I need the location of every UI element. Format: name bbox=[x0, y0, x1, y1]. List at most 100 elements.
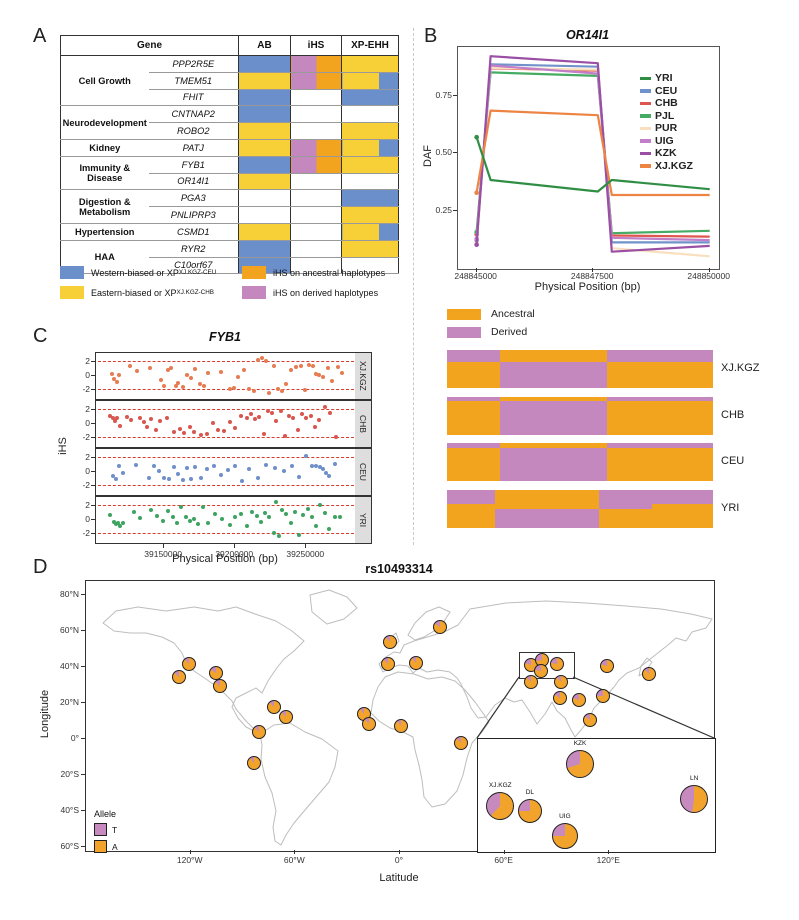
scatter-point bbox=[165, 416, 170, 421]
table-row: Immunity & Disease FYB1 bbox=[60, 155, 400, 191]
haplotype-segment bbox=[447, 401, 501, 435]
scatter-point bbox=[314, 464, 319, 469]
scatter-point bbox=[128, 363, 133, 368]
haplotype-segment bbox=[606, 396, 713, 402]
xtick-mark bbox=[475, 268, 477, 272]
haplotype-segment bbox=[447, 503, 495, 510]
facet-strip-label: CHB bbox=[358, 415, 368, 433]
legend-label: iHS on ancestral haplotypes bbox=[273, 267, 386, 278]
map-pie bbox=[534, 663, 549, 678]
haplotype-legend-swatch bbox=[447, 308, 481, 320]
scatter-point bbox=[174, 521, 179, 526]
scatter-point bbox=[149, 417, 154, 422]
signal-cell-ihs bbox=[290, 89, 343, 107]
haplotype-legend: Ancestral Derived bbox=[447, 308, 535, 344]
scatter-point bbox=[210, 420, 215, 425]
scatter-point bbox=[189, 476, 194, 481]
allele-label: T bbox=[112, 824, 118, 835]
scatter-point bbox=[219, 369, 224, 374]
scatter-point bbox=[255, 475, 260, 480]
haplotype-segment bbox=[606, 401, 713, 435]
facet-ytick-label: 0 bbox=[85, 418, 90, 428]
scatter-point bbox=[172, 429, 177, 434]
scatter-point bbox=[111, 520, 116, 525]
scatter-point bbox=[248, 411, 253, 416]
scatter-point bbox=[113, 522, 118, 527]
allele-legend-item: T bbox=[94, 821, 118, 838]
map-pie bbox=[382, 635, 397, 650]
inset-connector-lines bbox=[476, 676, 714, 739]
legend-swatch-CHB bbox=[640, 101, 651, 105]
legend-item-KZK: KZK bbox=[640, 147, 693, 160]
legend-label-subscript: XJ.KGZ-CHB bbox=[176, 289, 214, 296]
scatter-point bbox=[267, 390, 272, 395]
haplotype-row-label: CEU bbox=[721, 455, 745, 468]
scatter-point bbox=[197, 382, 202, 387]
map-pie bbox=[641, 666, 656, 681]
table-row: Neurodevelopment CNTNAP2 bbox=[60, 105, 400, 140]
legend-item: iHS on derived haplotypes bbox=[242, 286, 385, 299]
haplotype-band bbox=[447, 503, 713, 510]
scatter-point bbox=[157, 418, 162, 423]
allele-legend-item: A bbox=[94, 838, 118, 855]
legend-label-CHB: CHB bbox=[655, 97, 678, 110]
scatter-point bbox=[305, 506, 310, 511]
scatter-point bbox=[301, 513, 306, 518]
scatter-point bbox=[251, 389, 256, 394]
inset-pie-XJ.KGZ bbox=[486, 792, 515, 821]
gene-cell: OR14I1 bbox=[148, 173, 240, 191]
scatter-point bbox=[145, 424, 150, 429]
scatter-point bbox=[258, 520, 263, 525]
scatter-point bbox=[233, 514, 238, 519]
scatter-point bbox=[112, 377, 117, 382]
panel-c-label: C bbox=[33, 325, 48, 347]
scatter-point bbox=[238, 413, 243, 418]
signal-cell-ab bbox=[238, 122, 292, 140]
panel-divider bbox=[413, 28, 414, 545]
scatter-point bbox=[227, 522, 232, 527]
scatter-point bbox=[204, 467, 209, 472]
scatter-point bbox=[280, 507, 285, 512]
haplotype-row-label: CHB bbox=[721, 408, 745, 421]
legend-item-PUR: PUR bbox=[640, 122, 693, 135]
haplotype-segment bbox=[500, 401, 607, 435]
scatter-point bbox=[108, 513, 113, 518]
scatter-point bbox=[116, 521, 121, 526]
signal-cell-xpehh bbox=[341, 138, 400, 157]
map-ytick-mark bbox=[81, 594, 85, 596]
threshold-line bbox=[98, 457, 354, 459]
map-ytick-mark bbox=[81, 666, 85, 668]
gene-cell: CSMD1 bbox=[148, 222, 240, 241]
facet-ytick-label: 0 bbox=[85, 466, 90, 476]
xtick-mark bbox=[234, 544, 236, 548]
haplotype-legend-swatch bbox=[447, 326, 481, 338]
signal-cell-xpehh bbox=[341, 189, 400, 208]
signal-cell-ihs bbox=[290, 257, 343, 275]
scatter-point bbox=[328, 410, 333, 415]
scatter-point bbox=[114, 380, 119, 385]
table-row: HAA RYR2 bbox=[60, 239, 400, 275]
scatter-point bbox=[253, 417, 258, 422]
scatter-point bbox=[153, 428, 158, 433]
series-start-dot-XJ.KGZ bbox=[474, 190, 479, 195]
scatter-point bbox=[155, 513, 160, 518]
scatter-point bbox=[138, 515, 143, 520]
panel-b-label: B bbox=[424, 25, 438, 47]
signal-cell-ihs bbox=[290, 173, 343, 191]
scatter-point bbox=[160, 519, 165, 524]
scatter-point bbox=[111, 474, 116, 479]
scatter-point bbox=[177, 426, 182, 431]
facet-ytick-label: 2 bbox=[85, 356, 90, 367]
legend-item: iHS on ancestral haplotypes bbox=[242, 266, 385, 279]
scatter-point bbox=[263, 511, 268, 516]
ytick-mark bbox=[453, 152, 457, 154]
scatter-point bbox=[220, 517, 225, 522]
gene-cell: CNTNAP2 bbox=[148, 105, 240, 124]
xtick-label: 248847500 bbox=[570, 271, 614, 281]
gene-cell: PNLIPRP3 bbox=[148, 206, 240, 224]
map-ytick-label: 60°S bbox=[60, 841, 79, 852]
scatter-point bbox=[334, 435, 339, 440]
table-row: TMEM51 bbox=[61, 72, 400, 90]
threshold-line bbox=[98, 409, 354, 411]
